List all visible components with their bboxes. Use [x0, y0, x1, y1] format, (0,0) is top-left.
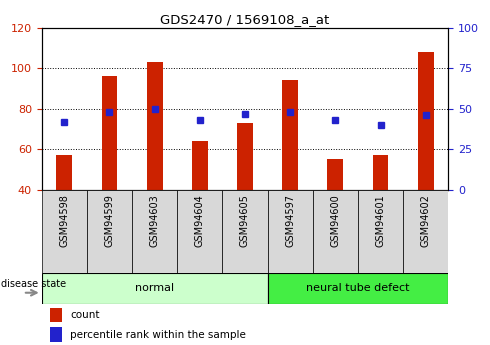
Bar — [268, 190, 313, 273]
Bar — [177, 190, 222, 273]
Bar — [132, 190, 177, 273]
Text: count: count — [70, 310, 99, 320]
Bar — [358, 190, 403, 273]
Text: GSM94604: GSM94604 — [195, 194, 205, 247]
Bar — [192, 141, 208, 190]
Bar — [42, 190, 87, 273]
Bar — [373, 155, 389, 190]
Bar — [101, 76, 117, 190]
Title: GDS2470 / 1569108_a_at: GDS2470 / 1569108_a_at — [160, 13, 330, 27]
Text: GSM94602: GSM94602 — [421, 194, 431, 247]
Bar — [147, 62, 163, 190]
Bar — [87, 190, 132, 273]
Text: GSM94605: GSM94605 — [240, 194, 250, 247]
Bar — [418, 52, 434, 190]
Bar — [50, 308, 62, 322]
Text: GSM94597: GSM94597 — [285, 194, 295, 247]
Text: neural tube defect: neural tube defect — [306, 283, 410, 293]
Text: GSM94600: GSM94600 — [330, 194, 341, 247]
Bar — [50, 327, 62, 342]
Bar — [268, 273, 448, 304]
Text: disease state: disease state — [1, 279, 66, 289]
Bar — [222, 190, 268, 273]
Bar — [313, 190, 358, 273]
Text: GSM94601: GSM94601 — [375, 194, 386, 247]
Text: GSM94603: GSM94603 — [149, 194, 160, 247]
Bar — [237, 123, 253, 190]
Text: percentile rank within the sample: percentile rank within the sample — [70, 330, 246, 339]
Text: GSM94598: GSM94598 — [59, 194, 69, 247]
Bar — [56, 155, 72, 190]
Bar — [327, 159, 343, 190]
Bar — [42, 273, 268, 304]
Text: GSM94599: GSM94599 — [104, 194, 115, 247]
Bar — [282, 80, 298, 190]
Bar — [403, 190, 448, 273]
Text: normal: normal — [135, 283, 174, 293]
